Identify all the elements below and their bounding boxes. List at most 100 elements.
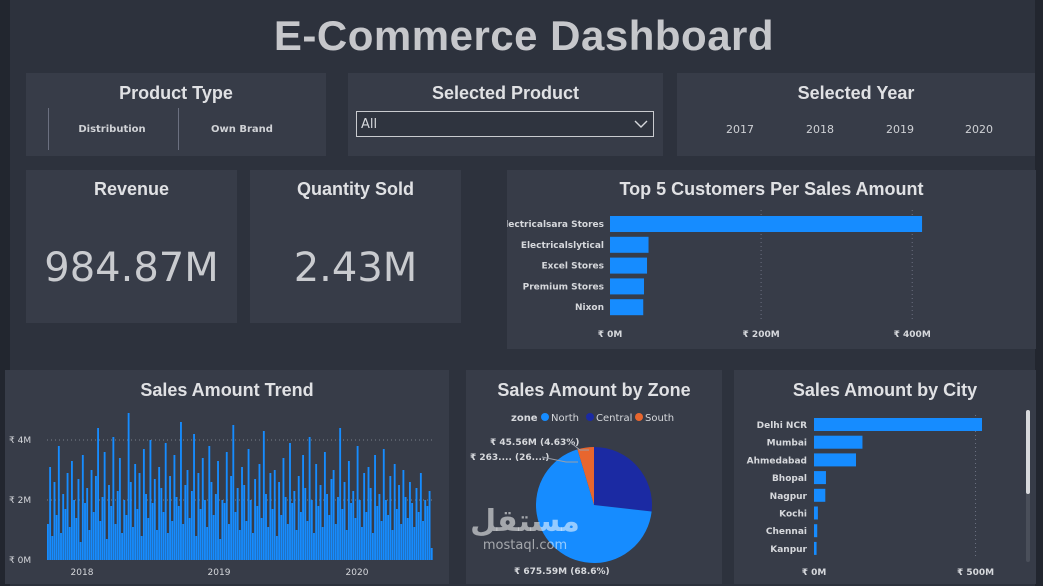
bar (814, 541, 817, 555)
trend-bar (251, 533, 254, 560)
trend-bar (241, 467, 243, 560)
trend-bar (271, 509, 274, 560)
revenue-card: Revenue 984.87M (26, 170, 237, 323)
bar (814, 488, 826, 502)
trend-bar (190, 491, 193, 560)
trend-bar (247, 449, 250, 560)
trend-bar (293, 491, 296, 560)
selected-year-slicer: Selected Year 2017 2018 2019 2020 (677, 73, 1035, 156)
trend-bar (193, 434, 195, 560)
x-tick-label: ₹ 500M (957, 568, 994, 578)
quantity-value: 2.43M (293, 245, 418, 291)
trend-bar (313, 533, 315, 560)
trend-bar (81, 455, 84, 560)
trend-bar (230, 476, 233, 560)
trend-bar (280, 515, 283, 560)
bar (610, 299, 644, 316)
trend-bar (66, 473, 69, 560)
trend-bar (62, 494, 65, 560)
trend-bar (284, 497, 287, 560)
trend-bar (171, 521, 174, 560)
trend-bar (260, 518, 263, 560)
trend-bar (68, 527, 71, 560)
dashboard-title: E-Commerce Dashboard (273, 11, 775, 59)
trend-bar (428, 491, 431, 560)
zone-title: Sales Amount by Zone (497, 380, 691, 400)
category-label: Electricalslytical (521, 241, 604, 251)
legend-title: zone (511, 413, 538, 424)
trend-bar (422, 521, 424, 560)
category-label: Nixon (575, 303, 604, 313)
city-card: Sales Amount by City ₹ 0M ₹ 500M Delhi NCR… (734, 370, 1036, 584)
trend-bar (269, 473, 272, 560)
bar (610, 257, 648, 274)
dashboard-title-bar: E-Commerce Dashboard (12, 8, 1036, 63)
trend-bar (116, 491, 119, 560)
data-label: ₹ 263.... (26....) (470, 453, 549, 463)
year-option-2017[interactable]: 2017 (726, 123, 754, 136)
trend-bar (212, 515, 215, 560)
x-tick-label: ₹ 0M (802, 568, 827, 578)
category-label: Nagpur (770, 492, 808, 502)
trend-bar (160, 488, 163, 560)
trend-bar (184, 485, 187, 560)
trend-bar (341, 509, 344, 560)
bar (814, 471, 826, 485)
trend-bar (402, 470, 405, 560)
trend-bar (223, 503, 226, 560)
trend-bar (256, 506, 259, 560)
trend-bar (164, 443, 167, 560)
trend-bar (210, 482, 213, 560)
category-label: Premium Stores (523, 282, 604, 292)
trend-bar (73, 500, 76, 560)
sales-trend-title: Sales Amount Trend (140, 380, 314, 400)
leader-line (541, 456, 578, 463)
trend-bar (232, 425, 235, 560)
trend-bar (254, 479, 257, 560)
chevron-down-icon (634, 120, 648, 128)
trend-bar (400, 524, 403, 560)
trend-bar (363, 473, 366, 560)
trend-bar (221, 500, 224, 560)
trend-bar (136, 509, 139, 560)
trend-bar (343, 482, 346, 560)
trend-bar (354, 518, 357, 560)
pie-slice (536, 449, 652, 563)
trend-bar (134, 464, 137, 560)
selected-year-title: Selected Year (797, 83, 915, 103)
trend-bar (395, 509, 398, 560)
trend-bar (404, 497, 407, 560)
trend-bar (371, 533, 374, 560)
city-chart: ₹ 0M ₹ 500M Delhi NCR Mumbai Ahmedabad Bhopal… (747, 415, 994, 578)
product-type-option-own-brand[interactable]: Own Brand (211, 124, 273, 135)
trend-bar (319, 485, 322, 560)
trend-bar (112, 437, 115, 560)
trend-bar (417, 512, 420, 560)
left-edge (0, 0, 10, 586)
trend-bar (169, 476, 171, 560)
trend-bar (145, 494, 147, 560)
product-dropdown[interactable]: All (356, 111, 654, 137)
city-scrollbar-thumb[interactable] (1026, 410, 1030, 494)
trend-bar (70, 461, 73, 560)
trend-bar (129, 482, 132, 560)
trend-bar (57, 446, 60, 560)
category-label: Electricalsara Stores (507, 220, 604, 230)
trend-bar (125, 515, 128, 560)
trend-bar (177, 506, 180, 560)
leader-line (569, 441, 589, 451)
year-option-2019[interactable]: 2019 (886, 123, 914, 136)
year-option-2018[interactable]: 2018 (806, 123, 834, 136)
legend-label: South (645, 413, 674, 424)
trend-bar (413, 527, 416, 560)
bar (814, 453, 856, 467)
product-type-option-distribution[interactable]: Distribution (78, 124, 146, 135)
trend-bar (337, 497, 339, 560)
year-option-2020[interactable]: 2020 (965, 123, 993, 136)
trend-bar (214, 494, 217, 560)
trend-bar (225, 452, 228, 560)
trend-bar (411, 503, 414, 560)
category-label: Mumbai (767, 439, 807, 449)
trend-bar (127, 413, 130, 560)
trend-bar (228, 524, 230, 560)
